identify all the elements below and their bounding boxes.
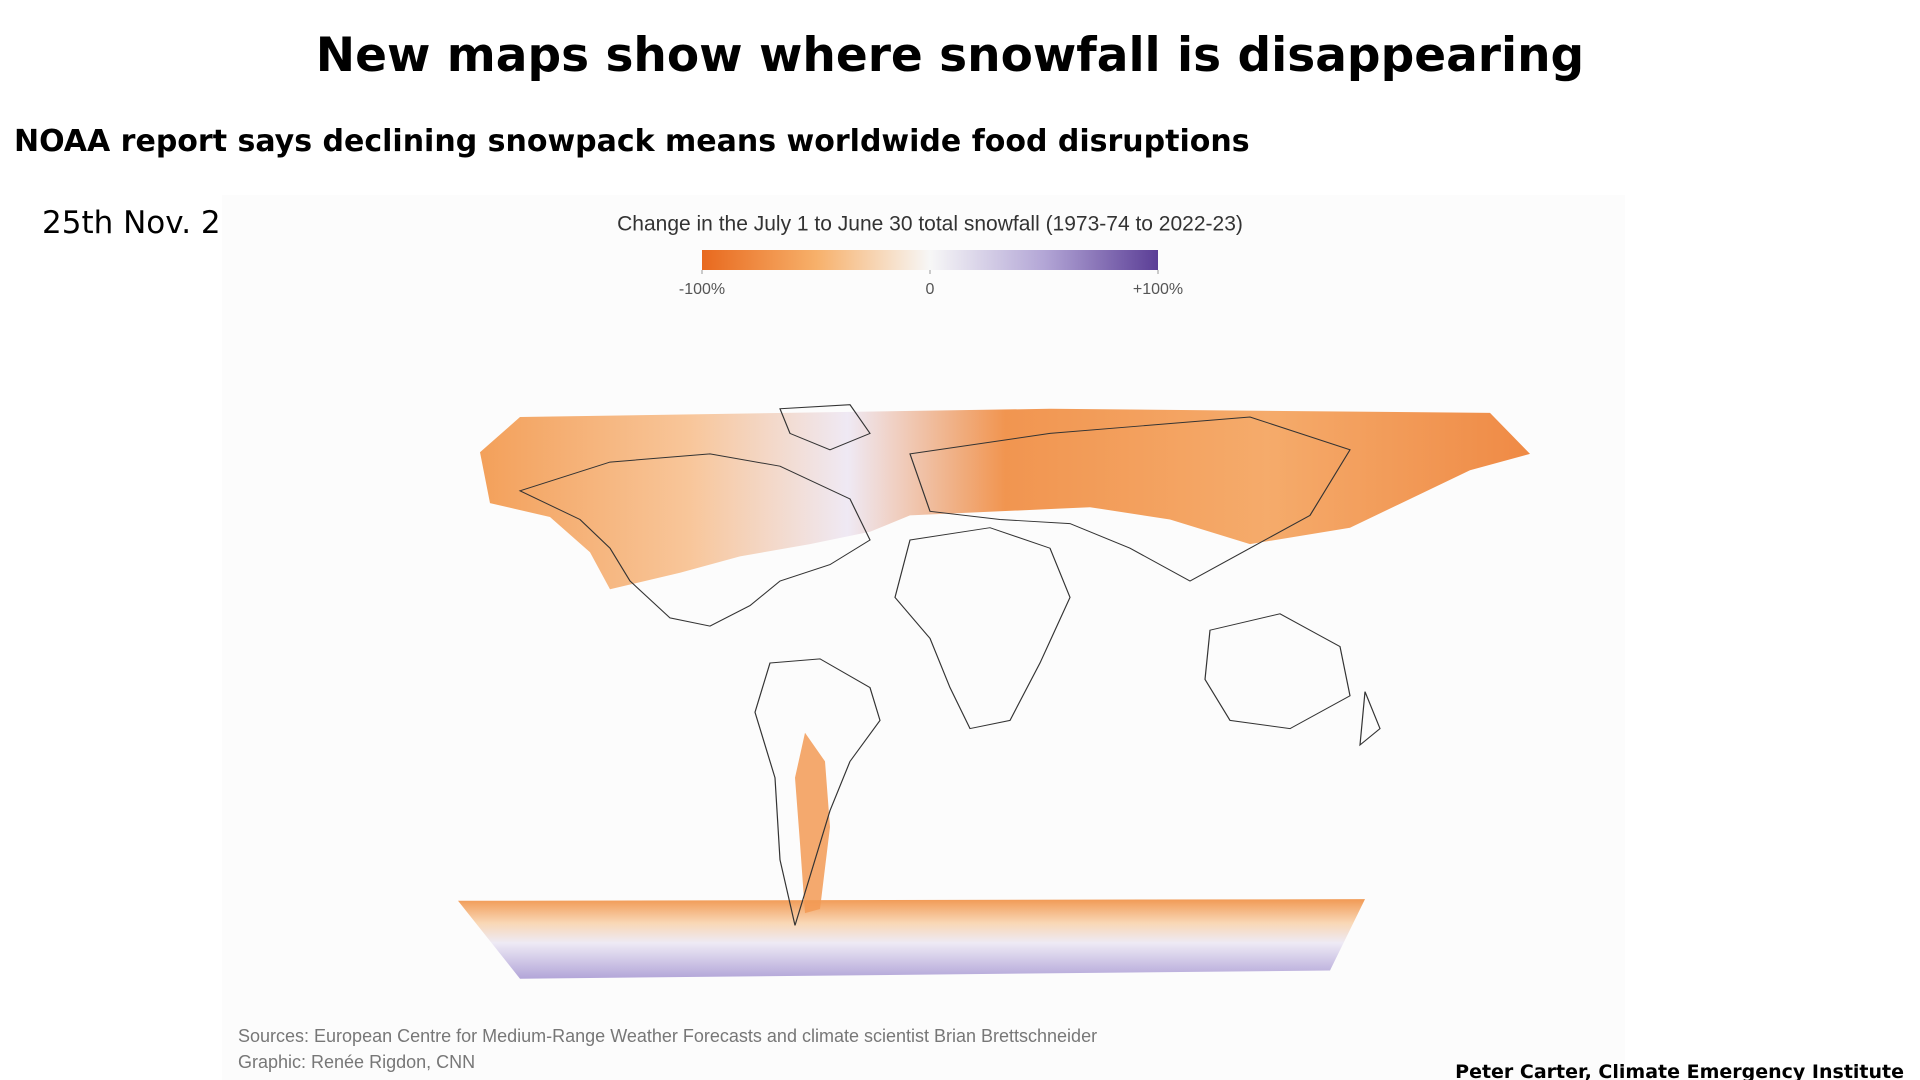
- map-figure: Change in the July 1 to June 30 total sn…: [238, 213, 1530, 1072]
- southern-snowfall: [458, 899, 1365, 979]
- credit: Peter Carter, Climate Emergency Institut…: [1455, 1061, 1904, 1080]
- map-title: Change in the July 1 to June 30 total sn…: [617, 213, 1243, 236]
- northern-snowfall: [480, 408, 1530, 590]
- sources-line: Graphic: Renée Rigdon, CNN: [238, 1052, 475, 1072]
- sources-line: Sources: European Centre for Medium-Rang…: [238, 1026, 1097, 1046]
- map-area: [458, 404, 1530, 979]
- slide-title: New maps show where snowfall is disappea…: [315, 28, 1585, 83]
- colorbar: -100% 0 +100%: [679, 250, 1183, 298]
- coastlines: [518, 404, 1381, 926]
- map-panel: Change in the July 1 to June 30 total sn…: [222, 195, 1625, 1080]
- colorbar-tick-label: +100%: [1133, 281, 1183, 298]
- andes-snowfall: [795, 732, 830, 914]
- colorbar-tick-label: -100%: [679, 281, 725, 298]
- slide-subtitle: NOAA report says declining snowpack mean…: [14, 124, 1250, 159]
- colorbar-tick-label: 0: [926, 281, 935, 298]
- colorbar-ramp: [702, 250, 1158, 270]
